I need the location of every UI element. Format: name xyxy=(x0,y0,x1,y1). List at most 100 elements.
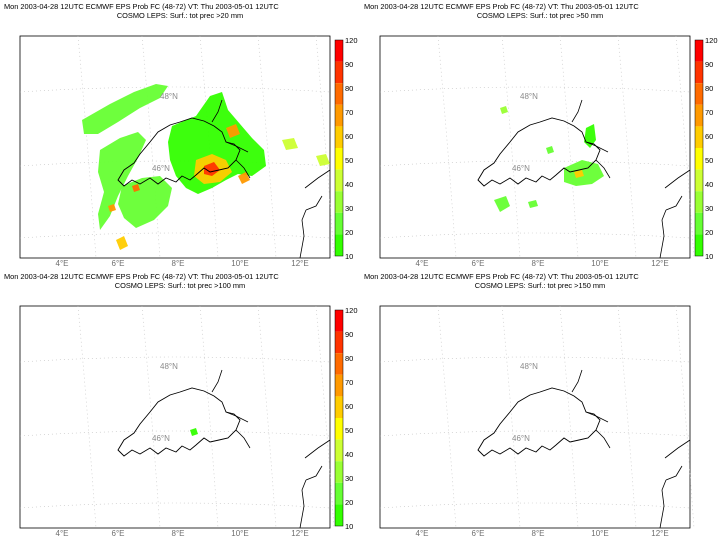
colorbar-segment xyxy=(335,191,343,213)
panel-title-line1: Mon 2003-04-28 12UTC ECMWF EPS Prob FC (… xyxy=(4,272,279,281)
colorbar-segment xyxy=(695,83,703,105)
colorbar-label: 50 xyxy=(345,156,353,165)
colorbar-segment xyxy=(335,482,343,505)
parallel-line xyxy=(19,502,331,509)
country-border xyxy=(235,429,251,449)
map-plot: 48°N 46°N 4°E 6°E 8°E 10°E 12°E 120 90 80 70 60 50 40… xyxy=(19,305,358,538)
colorbar-segment xyxy=(695,212,703,235)
lon-tick-label: 10°E xyxy=(591,529,608,538)
colorbar-segment xyxy=(335,104,343,127)
panel-title-line2: COSMO LEPS: Surf.: tot prec >150 mm xyxy=(474,281,606,290)
colorbar-label: 30 xyxy=(705,204,713,213)
map-plot: 48°N 46°N 4°E 6°E 8°E 10°E 12°E 120 90 80 70 60 50 40… xyxy=(19,35,358,268)
colorbar-label: 10 xyxy=(345,522,353,531)
colorbar-segment xyxy=(695,148,703,170)
colorbar-label: 120 xyxy=(345,306,358,315)
colorbar-frame xyxy=(694,39,704,257)
colorbar-label: 30 xyxy=(345,204,353,213)
precip-area xyxy=(118,176,172,228)
country-border xyxy=(595,159,611,179)
lon-tick-label: 6°E xyxy=(112,529,125,538)
lon-tick-label: 4°E xyxy=(416,259,429,268)
precip-area xyxy=(190,428,198,436)
parallel-line xyxy=(379,86,691,93)
country-border xyxy=(665,195,683,211)
colorbar-label: 60 xyxy=(705,132,713,141)
country-border xyxy=(585,411,609,423)
colorbar-segment xyxy=(335,234,343,256)
country-border xyxy=(299,209,307,259)
colorbar-label: 70 xyxy=(345,108,353,117)
parallel-line xyxy=(379,232,691,239)
lon-tick-label: 12°E xyxy=(291,259,308,268)
lon-tick-label: 10°E xyxy=(231,259,248,268)
colorbar-segment xyxy=(335,40,343,62)
lon-tick-label: 4°E xyxy=(56,529,69,538)
country-border xyxy=(235,159,251,179)
country-border xyxy=(225,411,249,423)
map-frame xyxy=(19,305,331,529)
parallel-line xyxy=(19,430,331,437)
parallel-line xyxy=(379,356,691,363)
lon-tick-label: 12°E xyxy=(651,259,668,268)
lon-tick-label: 6°E xyxy=(112,259,125,268)
colorbar-label: 70 xyxy=(705,108,713,117)
colorbar-label: 80 xyxy=(345,354,353,363)
parallel-line xyxy=(379,160,691,167)
panel-title-line2: COSMO LEPS: Surf.: tot prec >20 mm xyxy=(116,11,244,20)
colorbar-segment xyxy=(695,169,703,192)
precip-area xyxy=(564,160,604,186)
colorbar-label: 50 xyxy=(705,156,713,165)
colorbar-segment xyxy=(695,104,703,127)
parallel-line xyxy=(19,232,331,239)
lon-tick-label: 6°E xyxy=(472,529,485,538)
colorbar-label: 90 xyxy=(705,60,713,69)
colorbar-segment xyxy=(335,439,343,462)
colorbar-label: 10 xyxy=(705,252,713,261)
panel-50mm: Mon 2003-04-28 12UTC ECMWF EPS Prob FC (… xyxy=(360,0,720,270)
country-border xyxy=(304,169,331,189)
precip-area xyxy=(132,184,140,192)
colorbar-label: 120 xyxy=(345,36,358,45)
colorbar-label: 60 xyxy=(345,132,353,141)
lon-tick-label: 10°E xyxy=(591,259,608,268)
colorbar-segment xyxy=(335,83,343,105)
parallel-line xyxy=(379,430,691,437)
precip-area xyxy=(168,92,266,194)
colorbar-segment xyxy=(695,40,703,62)
colorbar-label: 40 xyxy=(345,450,353,459)
colorbar-segment xyxy=(335,461,343,483)
panel-150mm: Mon 2003-04-28 12UTC ECMWF EPS Prob FC (… xyxy=(360,270,720,540)
country-border xyxy=(211,99,223,123)
colorbar-label: 40 xyxy=(345,180,353,189)
lon-tick-label: 4°E xyxy=(56,259,69,268)
colorbar-segment xyxy=(335,126,343,148)
colorbar-label: 40 xyxy=(705,180,713,189)
panel-title-line1: Mon 2003-04-28 12UTC ECMWF EPS Prob FC (… xyxy=(364,272,639,281)
colorbar-label: 70 xyxy=(345,378,353,387)
colorbar-label: 20 xyxy=(705,228,713,237)
country-border xyxy=(659,209,667,259)
colorbar-label: 60 xyxy=(345,402,353,411)
lat-label: 48°N xyxy=(520,362,538,371)
colorbar-segment xyxy=(335,374,343,397)
map-plot: 48°N 46°N 4°E 6°E 8°E 10°E 12°E xyxy=(379,305,695,538)
country-border xyxy=(305,465,323,481)
precip-area xyxy=(316,154,330,166)
lat-label: 48°N xyxy=(160,92,178,101)
panel-title-line2: COSMO LEPS: Surf.: tot prec >50 mm xyxy=(476,11,604,20)
colorbar-label: 80 xyxy=(705,84,713,93)
colorbar-label: 10 xyxy=(345,252,353,261)
colorbar-segment xyxy=(335,353,343,375)
lon-tick-label: 12°E xyxy=(291,529,308,538)
colorbar-segment xyxy=(695,126,703,148)
colorbar-label: 80 xyxy=(345,84,353,93)
lat-label: 46°N xyxy=(512,434,530,443)
precip-area xyxy=(238,172,250,184)
country-border xyxy=(585,141,609,153)
lat-label: 48°N xyxy=(160,362,178,371)
precip-area xyxy=(494,196,510,212)
precip-area xyxy=(282,138,298,150)
map-plot: 48°N 46°N 4°E 6°E 8°E 10°E 12°E 120 90 80 70 60 50 40… xyxy=(379,35,718,268)
parallel-line xyxy=(19,356,331,363)
